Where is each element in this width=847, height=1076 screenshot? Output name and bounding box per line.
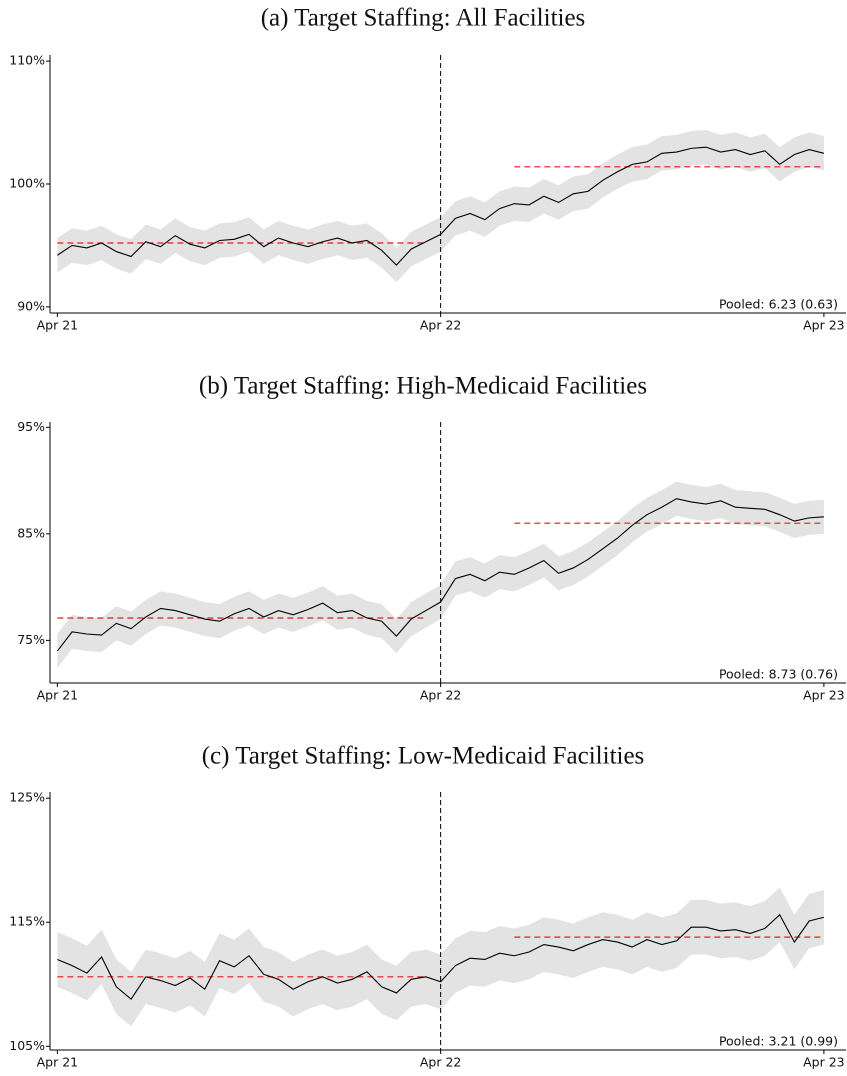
annotation: Pooled: 3.21 (0.99) (719, 1034, 838, 1049)
series-line (57, 913, 825, 1000)
x-tick-label: Apr 21 (37, 318, 79, 333)
confidence-band (57, 129, 824, 283)
series-line (56, 498, 824, 652)
panel: (b) Target Staffing: High-Medicaid Facil… (17, 373, 846, 703)
x-tick-label: Apr 22 (420, 318, 462, 333)
y-tick-label: 105% (9, 1038, 45, 1053)
y-tick-label: 115% (9, 914, 45, 929)
x-tick-label: Apr 23 (803, 318, 845, 333)
x-tick-label: Apr 21 (37, 688, 79, 703)
y-tick-label: 110% (9, 53, 45, 68)
annotation: Pooled: 6.23 (0.63) (719, 297, 838, 312)
chart-title: (c) Target Staffing: Low-Medicaid Facili… (202, 743, 645, 770)
panel: (a) Target Staffing: All Facilities 90% 10… (9, 5, 846, 333)
series-line (57, 146, 825, 266)
x-tick-label: Apr 22 (420, 1055, 462, 1070)
x-tick-label: Apr 21 (37, 1055, 79, 1070)
y-tick-label: 75% (17, 632, 45, 647)
confidence-band (57, 481, 824, 669)
y-tick-label: 125% (9, 790, 45, 805)
x-tick-label: Apr 23 (803, 1055, 845, 1070)
chart-title: (b) Target Staffing: High-Medicaid Facil… (199, 373, 647, 400)
x-tick-label: Apr 22 (420, 688, 462, 703)
annotation: Pooled: 8.73 (0.76) (719, 667, 838, 682)
x-tick-label: Apr 23 (803, 688, 845, 703)
y-tick-label: 95% (17, 419, 45, 434)
y-tick-label: 85% (17, 525, 45, 540)
y-tick-label: 90% (17, 298, 45, 313)
chart-title: (a) Target Staffing: All Facilities (261, 5, 586, 32)
y-tick-label: 100% (9, 176, 45, 191)
panel: (c) Target Staffing: Low-Medicaid Facili… (9, 743, 846, 1070)
